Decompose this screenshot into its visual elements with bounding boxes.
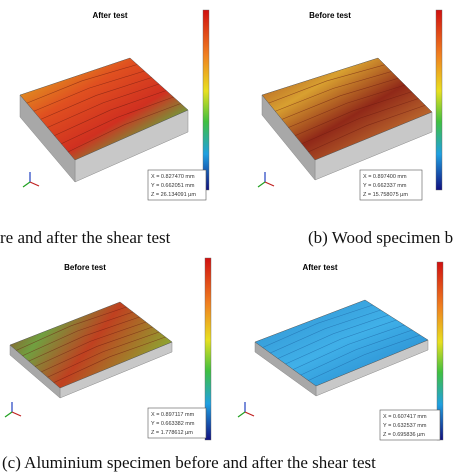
info-box [359, 169, 423, 201]
info-line: Y = 0.662337 mm [363, 183, 407, 189]
surface [9, 301, 173, 389]
surface-texture [47, 83, 160, 128]
info-line: X = 0.897400 mm [363, 174, 407, 180]
axis-x [244, 411, 255, 417]
surface-texture [22, 311, 134, 357]
color-bar [204, 257, 212, 441]
surface-texture [288, 84, 406, 128]
surface-texture [281, 77, 399, 120]
surface-texture [34, 321, 147, 367]
caption: re and after the shear test [0, 228, 171, 247]
surface-texture [301, 98, 419, 145]
surface-texture [41, 326, 153, 373]
surface-texture [285, 319, 397, 365]
panel-title: After test [302, 263, 337, 272]
surface-texture [300, 329, 413, 376]
panel-title: Before test [309, 11, 351, 20]
surface-texture [67, 103, 181, 153]
surface [19, 57, 189, 161]
info-line: Y = 0.663382 mm [151, 421, 195, 427]
panels: After test X = 0.827470 mm Y = 0.662051 mm… [4, 9, 444, 441]
surface-texture [47, 331, 160, 378]
surface [254, 299, 429, 387]
surface-texture [308, 334, 421, 381]
info-line: X = 0.827470 mm [151, 174, 195, 180]
axis-x [11, 411, 22, 417]
info-line: Z = 26.134091 µm [151, 192, 196, 198]
surface-texture [277, 314, 389, 359]
surface-texture [268, 64, 385, 104]
info-box [379, 409, 441, 441]
surface-texture [61, 96, 174, 145]
color-bar [435, 9, 443, 191]
panel-title: Before test [64, 263, 106, 272]
surface-texture [16, 306, 127, 351]
surface-texture [293, 324, 405, 370]
surface-texture [308, 104, 426, 153]
info-box [147, 169, 207, 201]
surface-texture [33, 70, 145, 112]
info-box [147, 407, 207, 439]
surface-texture [275, 71, 392, 112]
caption: (c) Aluminium specimen before and after … [2, 453, 376, 472]
surface-texture [28, 316, 140, 362]
axis-x [29, 181, 40, 187]
axis-x [264, 181, 275, 187]
surface [261, 57, 433, 161]
info-line: Z = 1.778612 µm [151, 430, 193, 436]
color-bar [202, 9, 210, 191]
info-line: Y = 0.632537 mm [383, 423, 427, 429]
axis-y [237, 411, 246, 418]
info-line: Y = 0.662051 mm [151, 183, 195, 189]
surface-texture [53, 336, 166, 383]
caption: (b) Wood specimen b [308, 228, 453, 247]
surface-texture [295, 91, 412, 136]
info-line: Z = 0.695836 µm [383, 432, 425, 438]
surface-texture [270, 309, 381, 354]
panel-title: After test [92, 11, 127, 20]
axis-y [4, 411, 13, 418]
surface-texture [40, 77, 152, 120]
axis-y [257, 181, 266, 188]
info-line: X = 0.897117 mm [151, 412, 195, 418]
info-line: Z = 15.758075 µm [363, 192, 408, 198]
surface-texture [54, 90, 167, 136]
axis-y [22, 181, 31, 188]
surface-texture [262, 304, 373, 348]
surface-texture [26, 64, 138, 104]
info-line: X = 0.607417 mm [383, 414, 427, 420]
